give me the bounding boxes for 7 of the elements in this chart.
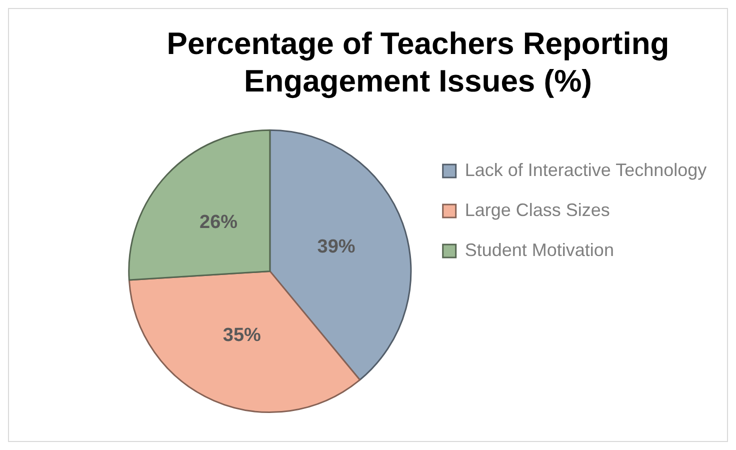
- data-label: 39%: [317, 236, 356, 258]
- legend-label: Lack of Interactive Technology: [464, 160, 707, 180]
- chart-title: Percentage of Teachers Reporting Engagement Issues (%): [166, 26, 670, 98]
- legend-label: Student Motivation: [464, 240, 614, 260]
- legend-label: Large Class Sizes: [464, 200, 610, 220]
- data-label: 35%: [222, 325, 262, 346]
- data-label: 26%: [200, 212, 238, 234]
